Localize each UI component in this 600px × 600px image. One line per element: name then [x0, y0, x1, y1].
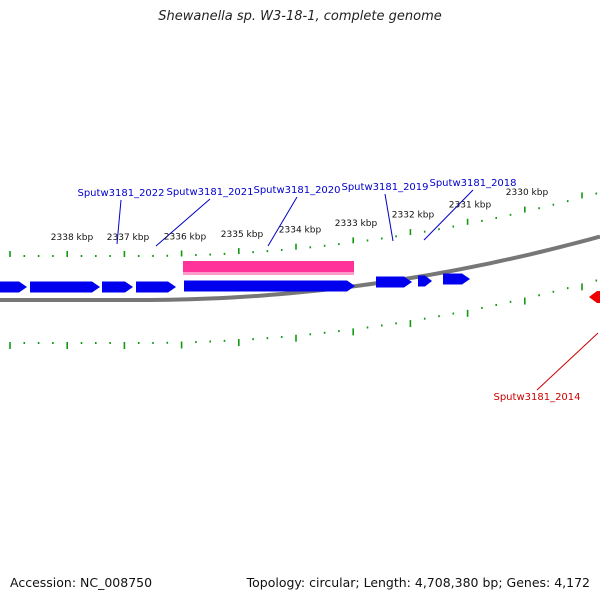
gene-arrow-reverse [589, 291, 600, 303]
genome-title: Shewanella sp. W3-18-1, complete genome [158, 9, 442, 24]
gene-arrow [0, 281, 27, 293]
gene-leader-line [155, 198, 211, 247]
gene-leader-line [423, 189, 474, 241]
gene-leader-line [116, 199, 122, 245]
genome-backbone [0, 234, 600, 302]
gene-label: Sputw3181_2014 [493, 392, 580, 403]
accession-text: Accession: NC_008750 [10, 575, 153, 590]
scale-label: 2333 kbp [335, 219, 378, 229]
feature-bar [183, 261, 354, 272]
scale-label: 2337 kbp [107, 233, 150, 243]
gene-arrow [102, 281, 133, 293]
scale-label: 2335 kbp [221, 230, 264, 240]
gene-label: Sputw3181_2021 [166, 187, 253, 198]
gene-label: Sputw3181_2018 [429, 178, 516, 189]
gene-arrow [136, 281, 176, 293]
scale-label: 2332 kbp [392, 211, 435, 221]
genome-info-text: Topology: circular; Length: 4,708,380 bp… [246, 575, 590, 590]
scale-label: 2334 kbp [279, 225, 322, 235]
gene-label: Sputw3181_2022 [77, 188, 164, 199]
scale-label: 2330 kbp [506, 188, 549, 198]
gene-arrow [30, 281, 100, 293]
gene-arrow [184, 280, 355, 292]
gene-arrow [418, 275, 432, 287]
gene-label: Sputw3181_2019 [341, 182, 428, 193]
feature-bar-shadow [183, 272, 354, 275]
scale-label: 2338 kbp [51, 233, 94, 243]
scale-label: 2331 kbp [449, 200, 492, 210]
gene-leader-line [267, 196, 298, 247]
gene-label: Sputw3181_2020 [253, 185, 340, 196]
scale-label: 2336 kbp [164, 232, 207, 242]
gene-arrow [376, 276, 412, 288]
gene-leader-line [536, 332, 599, 391]
gene-arrow [443, 273, 470, 285]
gene-leader-line [384, 193, 394, 242]
